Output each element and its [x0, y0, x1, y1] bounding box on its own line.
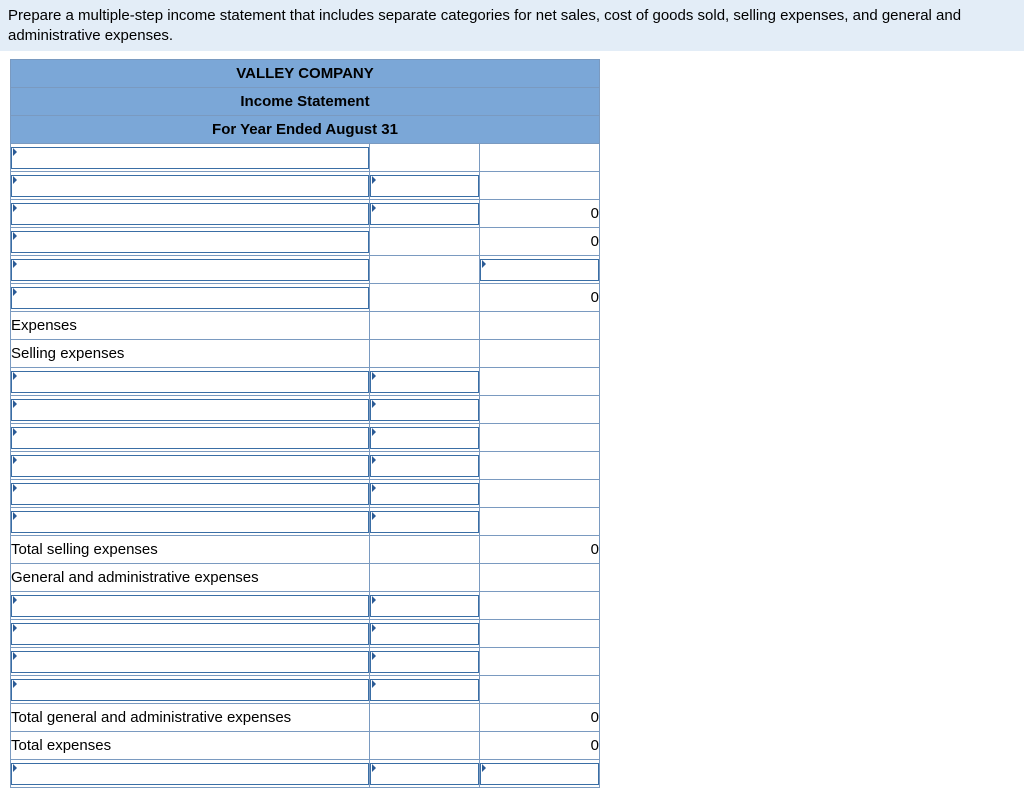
amt-cell — [480, 480, 600, 508]
desc-dropdown[interactable] — [11, 648, 370, 676]
label-total-expenses: Total expenses — [11, 732, 370, 760]
label-selling-expenses: Selling expenses — [11, 340, 370, 368]
amt-cell — [370, 312, 480, 340]
amt-cell — [480, 452, 600, 480]
amt-cell — [480, 592, 600, 620]
label-total-selling: Total selling expenses — [11, 536, 370, 564]
computed-value: 0 — [480, 228, 600, 256]
desc-dropdown[interactable] — [11, 480, 370, 508]
amt-dropdown[interactable] — [370, 480, 480, 508]
amt-dropdown[interactable] — [370, 508, 480, 536]
header-company: VALLEY COMPANY — [11, 60, 600, 88]
amt-cell — [480, 648, 600, 676]
income-statement-table: VALLEY COMPANY Income Statement For Year… — [10, 59, 600, 788]
amt-cell — [370, 144, 480, 172]
desc-dropdown[interactable] — [11, 396, 370, 424]
desc-dropdown[interactable] — [11, 508, 370, 536]
amt-dropdown[interactable] — [370, 396, 480, 424]
desc-dropdown[interactable] — [11, 592, 370, 620]
amt-dropdown[interactable] — [370, 452, 480, 480]
amt-cell — [480, 424, 600, 452]
desc-dropdown[interactable] — [11, 200, 370, 228]
amt-cell — [480, 564, 600, 592]
desc-dropdown[interactable] — [11, 284, 370, 312]
instruction-text: Prepare a multiple-step income statement… — [8, 7, 961, 44]
amt-cell — [480, 340, 600, 368]
amt-dropdown[interactable] — [370, 648, 480, 676]
desc-dropdown[interactable] — [11, 256, 370, 284]
amt-dropdown[interactable] — [370, 424, 480, 452]
amt-cell — [370, 284, 480, 312]
desc-dropdown[interactable] — [11, 620, 370, 648]
amt-dropdown[interactable] — [370, 676, 480, 704]
desc-dropdown[interactable] — [11, 228, 370, 256]
amt-cell — [370, 564, 480, 592]
amt-dropdown[interactable] — [370, 620, 480, 648]
computed-value: 0 — [480, 536, 600, 564]
amt-dropdown[interactable] — [370, 172, 480, 200]
desc-dropdown[interactable] — [11, 172, 370, 200]
desc-dropdown[interactable] — [11, 144, 370, 172]
amt-dropdown[interactable] — [370, 592, 480, 620]
header-title: Income Statement — [11, 88, 600, 116]
amt-dropdown[interactable] — [370, 760, 480, 788]
amt-dropdown[interactable] — [480, 760, 600, 788]
computed-value: 0 — [480, 732, 600, 760]
desc-dropdown[interactable] — [11, 676, 370, 704]
computed-value: 0 — [480, 200, 600, 228]
computed-value: 0 — [480, 704, 600, 732]
label-ga-expenses: General and administrative expenses — [11, 564, 370, 592]
desc-dropdown[interactable] — [11, 424, 370, 452]
amt-cell — [370, 536, 480, 564]
label-expenses: Expenses — [11, 312, 370, 340]
amt-cell — [480, 172, 600, 200]
amt-cell — [480, 676, 600, 704]
desc-dropdown[interactable] — [11, 452, 370, 480]
instruction-banner: Prepare a multiple-step income statement… — [0, 0, 1024, 51]
amt-cell — [370, 340, 480, 368]
desc-dropdown[interactable] — [11, 760, 370, 788]
amt-dropdown[interactable] — [480, 256, 600, 284]
amt-cell — [370, 228, 480, 256]
amt-dropdown[interactable] — [370, 200, 480, 228]
amt-cell — [480, 620, 600, 648]
amt-cell — [480, 368, 600, 396]
amt-cell — [480, 508, 600, 536]
amt-cell — [480, 312, 600, 340]
amt-cell — [370, 732, 480, 760]
amt-cell — [480, 144, 600, 172]
label-total-ga: Total general and administrative expense… — [11, 704, 370, 732]
amt-cell — [370, 704, 480, 732]
header-period: For Year Ended August 31 — [11, 116, 600, 144]
desc-dropdown[interactable] — [11, 368, 370, 396]
amt-cell — [480, 396, 600, 424]
amt-dropdown[interactable] — [370, 368, 480, 396]
amt-cell — [370, 256, 480, 284]
computed-value: 0 — [480, 284, 600, 312]
